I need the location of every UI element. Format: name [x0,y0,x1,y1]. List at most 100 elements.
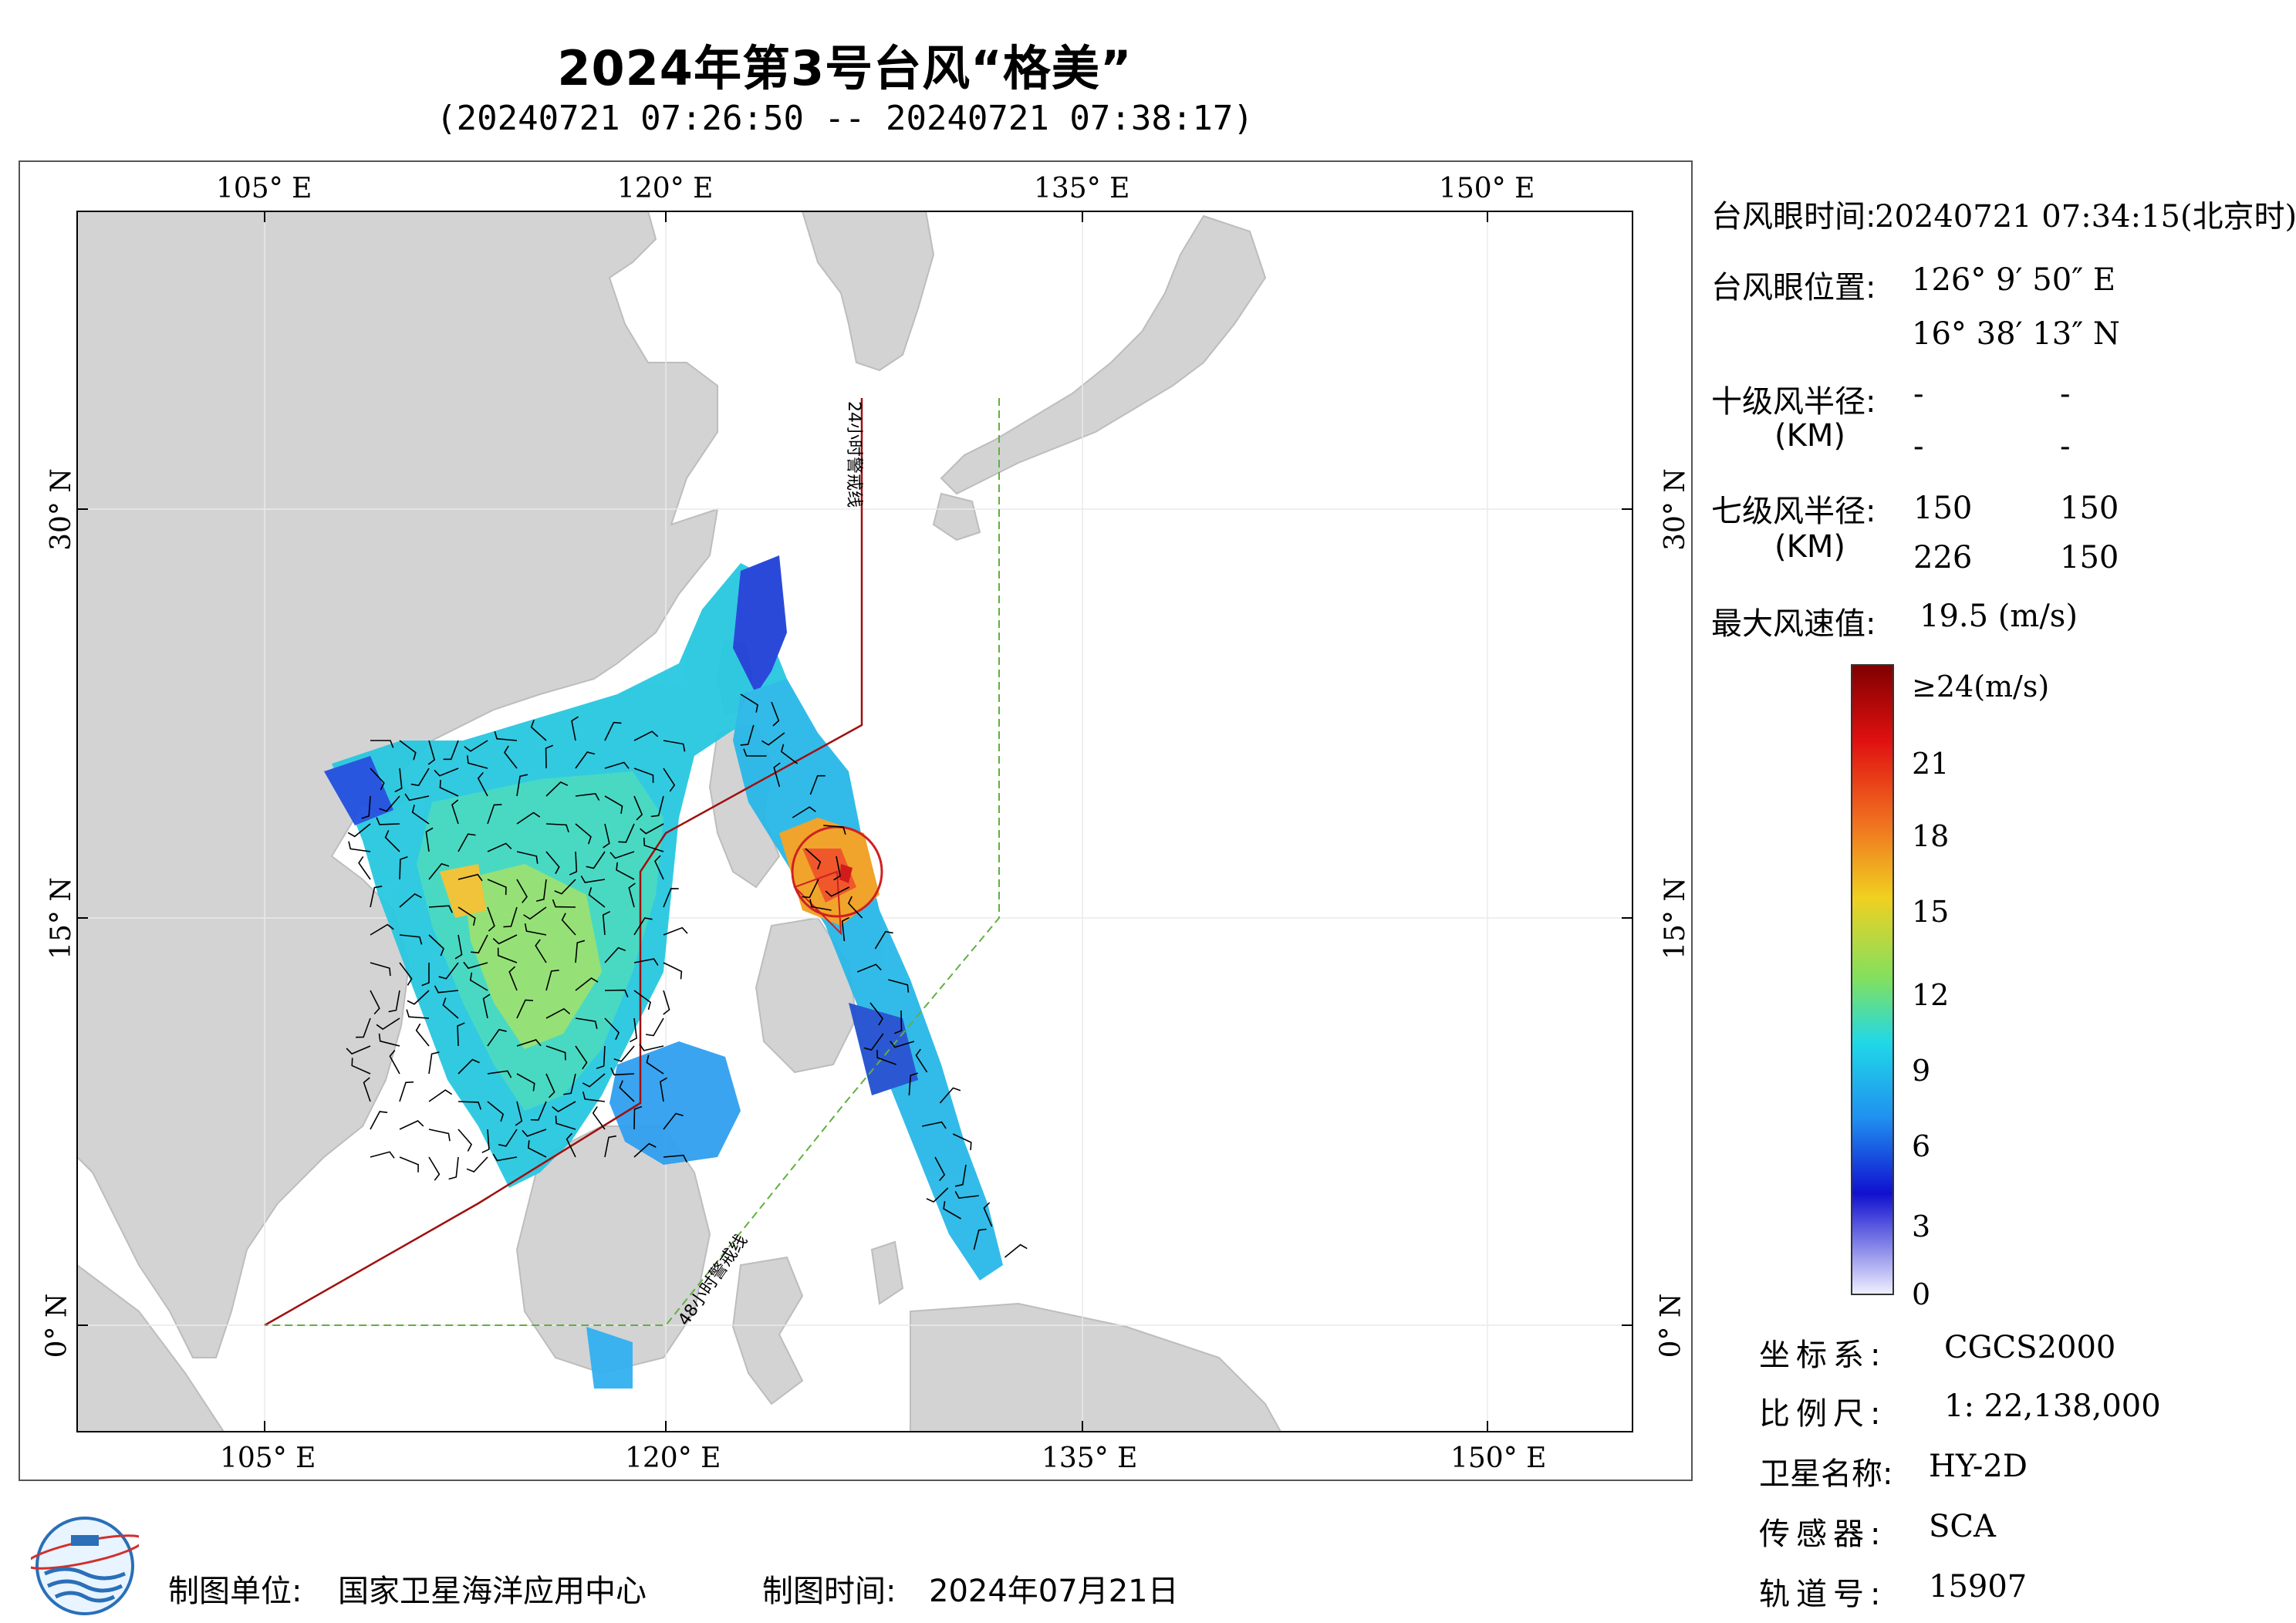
nsoas-logo [31,1517,139,1615]
wind-barb [388,990,400,1013]
wind-barb [394,768,403,793]
wind-barb [464,740,488,752]
wind-barb [503,906,518,928]
warning-line-24h [264,398,863,1327]
wind-barb [399,1081,414,1102]
wind-barb [761,732,785,746]
wind-barb [805,848,822,870]
lat-tick-right-30: 30° N [1659,468,1691,551]
wind-barb [616,862,635,880]
wind-barb [545,851,560,875]
wind-barb [410,768,430,787]
wind-barb [351,1058,371,1075]
lon-tick-bottom-150: 150° E [1450,1442,1547,1474]
satellite-label: 卫星名称: [1759,1456,1893,1492]
wind-barb [487,906,495,932]
colorbar-tick-18: 18 [1912,819,1950,853]
wind-barb [841,916,849,942]
wind-barb [640,823,664,835]
wind-barb [561,913,576,936]
wind-barb [545,781,569,797]
wind-barb [663,740,686,752]
wind-barb [421,963,430,987]
wind-barb [575,940,586,963]
wind-barb [415,1023,430,1047]
wind-barb [492,1153,518,1162]
wind-barb [487,879,507,896]
wind-barb [458,1101,482,1110]
wind-barb [952,1133,972,1151]
wind-barb [428,1089,453,1102]
lat-tick-right-0: 0° N [1655,1293,1687,1358]
wind-barb [487,804,502,825]
satellite-value: HY-2D [1929,1449,2028,1484]
wind-barb [448,1156,459,1180]
wind-barb [833,855,841,881]
wind-barb [370,740,394,748]
wind-barb [535,879,547,903]
wind-barb [370,1111,388,1130]
wind-barb [545,970,559,991]
wind-barb [399,934,423,945]
wind-barb [954,1164,967,1187]
wind-barb [825,886,850,897]
r10-value-2: - [2060,376,2071,412]
wind-barb [404,793,430,801]
wind-barb [780,744,799,764]
wind-barb [399,962,413,986]
wind-barb [477,771,488,797]
wind-barb [588,887,606,908]
wind-barb [428,934,444,957]
wind-barb [399,892,422,908]
lon-tick-top-150: 150° E [1439,173,1535,204]
wind-barb [487,1101,505,1122]
wind-barb [378,1033,400,1047]
wind-barb [469,972,488,991]
producer-value: 国家卫星海洋应用中心 [338,1574,647,1609]
wind-barb [407,990,430,1005]
r7-unit: (KM) [1774,529,1845,565]
wind-barb [663,926,688,936]
wind-barb [580,876,606,883]
wind-barb [603,823,610,849]
wind-barb [527,1140,547,1158]
wind-barb [481,1129,490,1153]
wind-barb [457,1022,465,1047]
r7-value-4: 150 [2060,540,2119,575]
wind-barb [566,1132,576,1158]
lat-tick-left-30: 30° N [45,468,77,551]
wind-barb [554,879,576,895]
wind-barb [376,817,400,825]
wind-barb [552,899,576,908]
wind-barb [602,910,611,936]
scale-label: 比例尺: [1759,1396,1887,1432]
wind-barb [586,851,606,869]
wind-barb [863,1033,884,1051]
wind-barb [370,962,391,977]
r10-unit: (KM) [1774,418,1845,454]
wind-barb [370,923,394,936]
wind-barb [569,851,578,876]
wind-barb [809,774,826,795]
wind-barb [545,1073,555,1098]
wind-barb [516,1039,542,1047]
wind-barb [926,1187,949,1203]
lat-tick-left-0: 0° N [41,1293,73,1358]
wind-barb [639,1044,664,1051]
wind-barb [545,823,569,833]
orbit-value: 15907 [1929,1569,2028,1604]
crs-value: CGCS2000 [1944,1330,2116,1365]
wind-barb [792,806,816,818]
wind-barb [406,1009,430,1019]
lon-tick-top-120: 120° E [617,173,714,204]
wind-barb [442,997,459,1019]
colorbar-tick-15: 15 [1912,895,1950,929]
r10-value-3: - [1913,429,1924,464]
wind-barb [458,1129,473,1152]
wind-barb [802,879,819,899]
wind-barb [427,740,436,765]
wind-barb [740,724,755,746]
wind-barb [439,779,459,797]
wind-barb [628,882,636,908]
